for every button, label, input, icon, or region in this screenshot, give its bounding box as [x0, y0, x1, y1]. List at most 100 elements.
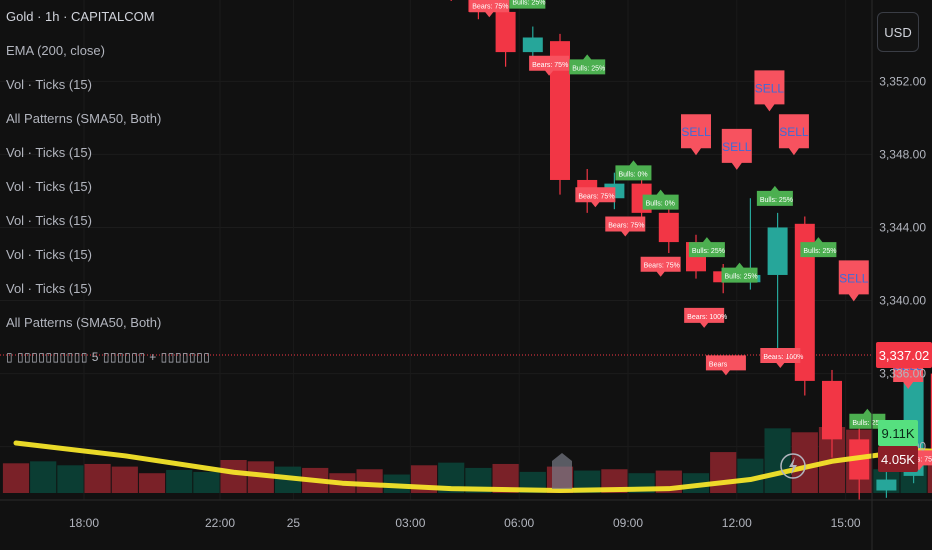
volume-bar	[710, 452, 737, 493]
legend-unrendered-indicator[interactable]: ▯ ▯▯▯▯▯▯▯▯▯▯ 5 ▯▯▯▯▯▯ + ▯▯▯▯▯▯▯	[6, 350, 211, 364]
volume-tag-bull-box	[878, 420, 918, 446]
bolt-icon-circle	[780, 453, 806, 479]
sell-label-box	[681, 114, 711, 156]
bear-label: Bears: 75%	[575, 187, 616, 208]
currency-button[interactable]: USD	[877, 12, 919, 52]
chart-legend: Gold · 1h · CAPITALCOM EMA (200, close) …	[6, 0, 210, 374]
bear-label: Bears: 100%	[760, 348, 803, 369]
sell-label: SELL	[754, 70, 785, 112]
bolt-icon	[780, 453, 806, 479]
volume-bar	[57, 465, 84, 493]
volume-bar	[193, 471, 220, 493]
volume-bar	[138, 473, 166, 493]
legend-volume[interactable]: Vol · Ticks (15)	[6, 179, 92, 194]
volume-bar	[574, 470, 601, 493]
bull-label: Bulls: 25%	[800, 237, 837, 258]
bull-label-box	[800, 237, 837, 258]
bull-label: Bulls: 0%	[615, 160, 652, 181]
bull-label: Bulls: 25%	[509, 0, 545, 9]
legend-volume[interactable]: Vol · Ticks (15)	[6, 213, 92, 228]
bear-label-box	[705, 355, 746, 376]
sell-label-box	[754, 70, 785, 112]
time-tick-label: 22:00	[205, 516, 235, 530]
bear-label-text: Bears: 75%	[608, 223, 644, 230]
bear-label: Bears: 100%	[684, 307, 727, 328]
time-axis-bg	[0, 500, 932, 550]
volume-tag-bull: 9.11K	[878, 420, 918, 446]
bear-label-box	[605, 216, 646, 237]
bear-label-box	[640, 256, 681, 277]
sell-label-text: SELL	[755, 81, 785, 95]
bear-label-box	[684, 307, 725, 328]
volume-bar	[2, 463, 30, 493]
legend-volume[interactable]: Vol · Ticks (15)	[6, 247, 92, 262]
bull-label-box	[509, 0, 546, 9]
volume-bar	[30, 461, 57, 493]
candle-body	[876, 479, 897, 491]
bear-label: Bears: 75%	[469, 0, 510, 18]
bear-label: Bears: 75%	[640, 256, 681, 277]
time-tick-label: 18:00	[69, 516, 99, 530]
candle	[767, 212, 788, 356]
price-tick-label: 3,336.00	[879, 367, 926, 381]
legend-ema[interactable]: EMA (200, close)	[6, 43, 105, 58]
bull-label-box	[721, 262, 758, 283]
bull-label: Bulls: 25%	[721, 262, 758, 283]
legend-title[interactable]: Gold · 1h · CAPITALCOM	[6, 9, 155, 24]
candle-body	[822, 380, 842, 440]
bear-label-box	[529, 55, 570, 76]
legend-all-patterns[interactable]: All Patterns (SMA50, Both)	[6, 315, 162, 330]
volume-bar	[166, 469, 193, 493]
bull-label-box	[756, 185, 793, 206]
bull-label: Bulls: 25%	[569, 54, 605, 75]
sell-label-text: SELL	[779, 125, 809, 139]
bull-label-text: Bulls: 25%	[760, 197, 793, 204]
sell-label: SELL	[721, 128, 752, 170]
sell-label-text: SELL	[839, 271, 869, 285]
volume-bar	[356, 469, 383, 493]
bear-label-text: Bears: 75%	[532, 62, 568, 69]
bear-label-text: Bears: 75%	[472, 3, 508, 10]
last-price-tag-text: 3,337.02	[879, 348, 930, 363]
time-tick-label: 06:00	[504, 516, 534, 530]
legend-all-patterns[interactable]: All Patterns (SMA50, Both)	[6, 111, 162, 126]
dividend-marker-shape	[552, 453, 572, 489]
volume-tag-bear-box	[878, 446, 918, 472]
candle-body	[550, 41, 570, 180]
time-tick-label: 09:00	[613, 516, 643, 530]
legend-volume[interactable]: Vol · Ticks (15)	[6, 145, 92, 160]
legend-volume[interactable]: Vol · Ticks (15)	[6, 77, 92, 92]
price-tick-label: 3,352.00	[879, 74, 926, 88]
bull-label-text: Bulls: 0%	[646, 201, 675, 208]
bull-label: Bulls: 25%	[688, 237, 725, 258]
bull-label-box	[642, 189, 679, 210]
candle-body	[522, 37, 543, 53]
bull-label: Bulls: 0%	[642, 189, 679, 210]
bull-label-text: Bulls: 0%	[618, 171, 647, 178]
bear-label-text: Bears	[709, 361, 728, 368]
volume-bar	[764, 428, 791, 493]
bull-label-box	[615, 160, 652, 181]
volume-bar	[220, 460, 247, 493]
bull-label-box	[849, 408, 886, 429]
bull-label-text: Bulls: 25%	[692, 248, 725, 255]
volume-bar	[927, 463, 932, 493]
candle-body	[658, 212, 679, 243]
sell-label-box	[721, 128, 752, 170]
sell-label: SELL	[838, 260, 869, 302]
bull-label: Bulls: 25%	[849, 408, 886, 429]
bear-label-text: Bears: 75%	[578, 193, 614, 200]
time-tick-label: 25	[287, 516, 301, 530]
volume-bar	[84, 463, 111, 493]
candle-body	[794, 223, 815, 381]
candle	[930, 373, 932, 454]
volume-tag-bear-text: 4.05K	[881, 452, 915, 467]
candle	[658, 205, 679, 254]
bull-label-text: Bulls: 25%	[512, 0, 545, 7]
volume-bar	[111, 466, 138, 493]
legend-volume[interactable]: Vol · Ticks (15)	[6, 281, 92, 296]
time-tick-label: 12:00	[722, 516, 752, 530]
time-tick-label: 15:00	[831, 516, 861, 530]
sell-label-box	[778, 114, 809, 156]
